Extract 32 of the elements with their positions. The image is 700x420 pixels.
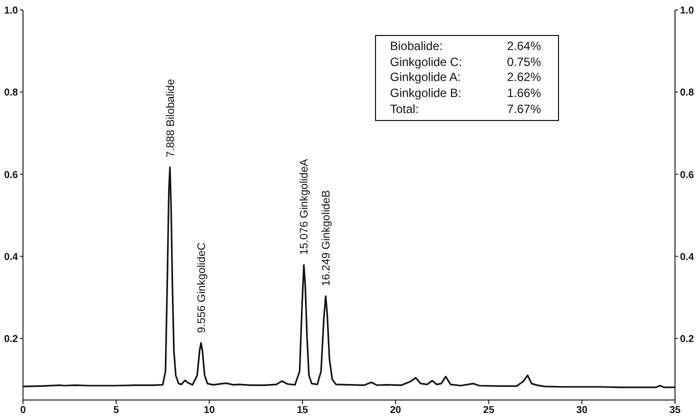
y-tick-label: 0.4	[4, 252, 18, 263]
x-tick-label: 35	[669, 405, 681, 416]
y-tick-label: 0.6	[4, 170, 18, 181]
annotation: 9.556 GinkgolideC	[196, 242, 208, 333]
annotation: Ginkgolide B:	[390, 86, 462, 102]
x-tick-label: 25	[483, 405, 495, 416]
annotation: Biobalide:	[390, 39, 444, 55]
annotation: 2.62%	[507, 70, 542, 86]
x-tick-label: 0	[20, 405, 26, 416]
annotation: 2.64%	[507, 39, 542, 55]
y2-tick-label: 1.0	[680, 6, 694, 17]
y-tick-label: 0.8	[4, 88, 18, 99]
annotation: 16.249 GinkgolideB	[320, 190, 333, 286]
x-tick-label: 15	[296, 405, 308, 416]
y-tick-label: 1.0	[4, 6, 18, 17]
y2-tick-label: 0.2	[680, 334, 694, 345]
x-tick-label: 10	[204, 405, 216, 416]
annotation: 1.66%	[507, 86, 542, 102]
y-tick-label: 0.2	[4, 334, 18, 345]
annotation: 7.888 Bilobalide	[164, 78, 177, 158]
x-tick-label: 20	[390, 405, 402, 416]
x-tick-label: 5	[113, 405, 120, 416]
annotation: Ginkgolide C:	[390, 54, 464, 70]
annotation: Total:	[390, 102, 420, 118]
y2-tick-label: 0.8	[680, 88, 694, 99]
x-tick-label: 30	[576, 405, 588, 416]
annotation: 0.75%	[507, 54, 542, 70]
annotation: 7.67%	[507, 102, 542, 118]
y2-tick-label: 0.4	[680, 252, 694, 263]
annotation: Ginkgolide A:	[390, 70, 462, 86]
annotation: 15.076 GinkgolideA	[298, 158, 311, 255]
y2-tick-label: 0.6	[680, 170, 694, 181]
